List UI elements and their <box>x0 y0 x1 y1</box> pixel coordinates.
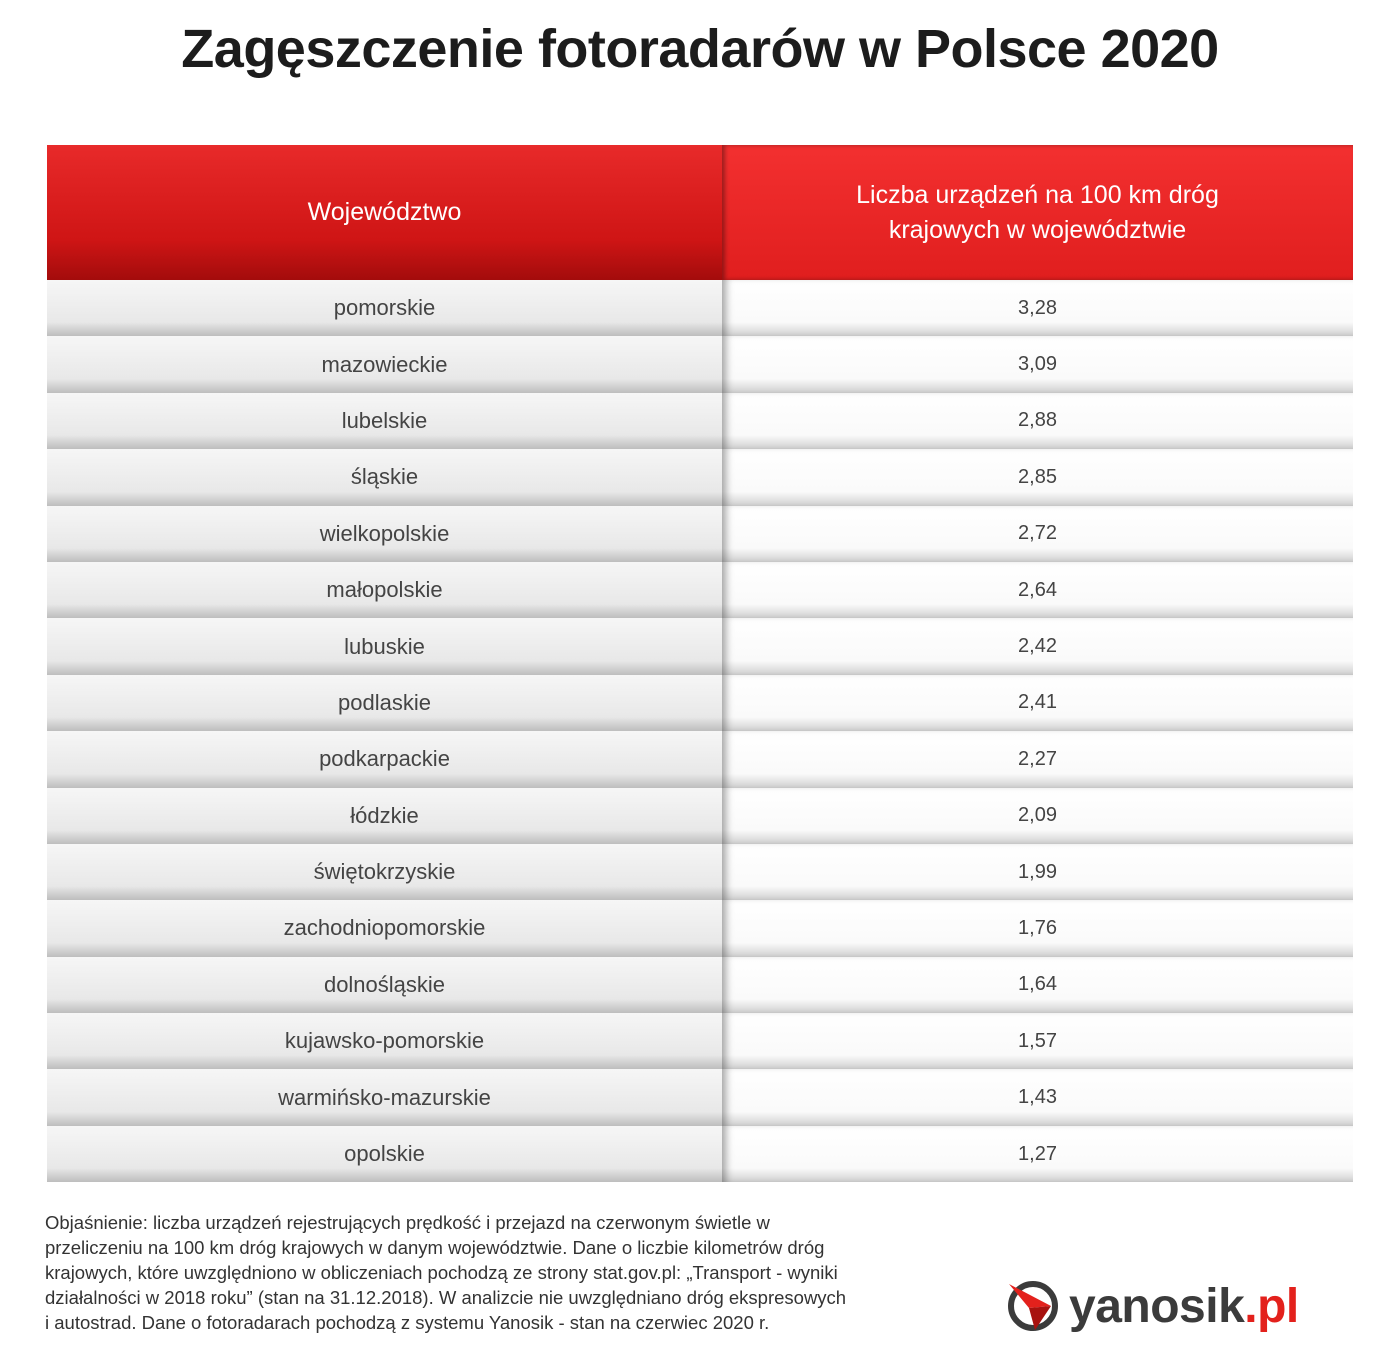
value-cell: 2,09 <box>722 787 1353 844</box>
region-cell: lubelskie <box>47 392 722 450</box>
table-row: zachodniopomorskie 1,76 <box>47 900 1353 957</box>
table-row: mazowieckie 3,09 <box>47 336 1353 393</box>
region-cell: kujawsko-pomorskie <box>47 1013 722 1070</box>
table-row: łódzkie 2,09 <box>47 787 1353 844</box>
table-row: świętokrzyskie 1,99 <box>47 843 1353 901</box>
column-header-cell: Liczba urządzeń na 100 km dróg krajowych… <box>722 145 1353 280</box>
logo: yanosik.pl <box>1005 1276 1299 1336</box>
table-header: Województwo Liczba urządzeń na 100 km dr… <box>47 145 1353 280</box>
table-row: kujawsko-pomorskie 1,57 <box>47 1013 1353 1070</box>
region-cell: świętokrzyskie <box>47 843 722 901</box>
value-cell: 1,43 <box>722 1069 1353 1126</box>
footnote: Objaśnienie: liczba urządzeń rejestrując… <box>45 1210 846 1335</box>
value-cell: 3,28 <box>722 280 1353 337</box>
table-row: podkarpackie 2,27 <box>47 731 1353 788</box>
title: Zagęszczenie fotoradarów w Polsce 2020 <box>181 19 1219 79</box>
value-cell: 2,72 <box>722 505 1353 562</box>
region-cell: mazowieckie <box>47 336 722 393</box>
value-cell: 3,09 <box>722 336 1353 393</box>
region-cell: śląskie <box>47 449 722 506</box>
region-cell: podkarpackie <box>47 731 722 788</box>
table-row: lubuskie 2,42 <box>47 618 1353 675</box>
logo-icon <box>1008 1281 1058 1331</box>
region-cell: wielkopolskie <box>47 505 722 562</box>
table-row: warmińsko-mazurskie 1,43 <box>47 1069 1353 1126</box>
value-cell: 1,99 <box>722 843 1353 901</box>
table-row: małopolskie 2,64 <box>47 561 1353 619</box>
logo-suffix: .pl <box>1244 1279 1299 1333</box>
region-cell: zachodniopomorskie <box>47 900 722 957</box>
value-cell: 2,64 <box>722 561 1353 619</box>
region-cell: łódzkie <box>47 787 722 844</box>
table-row: opolskie 1,27 <box>47 1125 1353 1183</box>
region-cell: małopolskie <box>47 561 722 619</box>
region-cell: dolnośląskie <box>47 956 722 1014</box>
value-cell: 1,64 <box>722 956 1353 1014</box>
table: Województwo Liczba urządzeń na 100 km dr… <box>47 145 1353 1183</box>
footnote-line: działalności w 2018 roku” (stan na 31.12… <box>45 1287 847 1308</box>
value-cell: 2,85 <box>722 449 1353 506</box>
region-cell: warmińsko-mazurskie <box>47 1069 722 1126</box>
table-row: śląskie 2,85 <box>47 449 1353 506</box>
table-row: dolnośląskie 1,64 <box>47 956 1353 1014</box>
region-cell: pomorskie <box>47 280 722 337</box>
table-row: lubelskie 2,88 <box>47 392 1353 450</box>
logo-name: yanosik <box>1069 1279 1245 1333</box>
value-cell: 2,41 <box>722 674 1353 732</box>
value-cell: 1,27 <box>722 1125 1353 1183</box>
table-row: podlaskie 2,41 <box>47 674 1353 732</box>
footnote-line: i autostrad. Dane o fotoradarach pochodz… <box>45 1312 770 1333</box>
region-cell: lubuskie <box>47 618 722 675</box>
footnote-line: Objaśnienie: liczba urządzeń rejestrując… <box>45 1212 770 1233</box>
region-cell: opolskie <box>47 1125 722 1183</box>
footnote-line: przeliczeniu na 100 km dróg krajowych w … <box>45 1237 825 1258</box>
table-row: wielkopolskie 2,72 <box>47 505 1353 562</box>
value-cell: 2,27 <box>722 731 1353 788</box>
value-cell: 1,57 <box>722 1013 1353 1070</box>
column-header: Liczba urządzeń na 100 km dróg krajowych… <box>856 180 1219 244</box>
region-cell: podlaskie <box>47 674 722 732</box>
footnote-line: krajowych, które uwzględniono w obliczen… <box>45 1262 838 1283</box>
logo-text: yanosik.pl <box>1069 1279 1299 1334</box>
table-row: pomorskie 3,28 <box>47 280 1353 337</box>
value-cell: 2,42 <box>722 618 1353 675</box>
value-cell: 1,76 <box>722 900 1353 957</box>
value-cell: 2,88 <box>722 392 1353 450</box>
column-header: Województwo <box>307 198 462 226</box>
